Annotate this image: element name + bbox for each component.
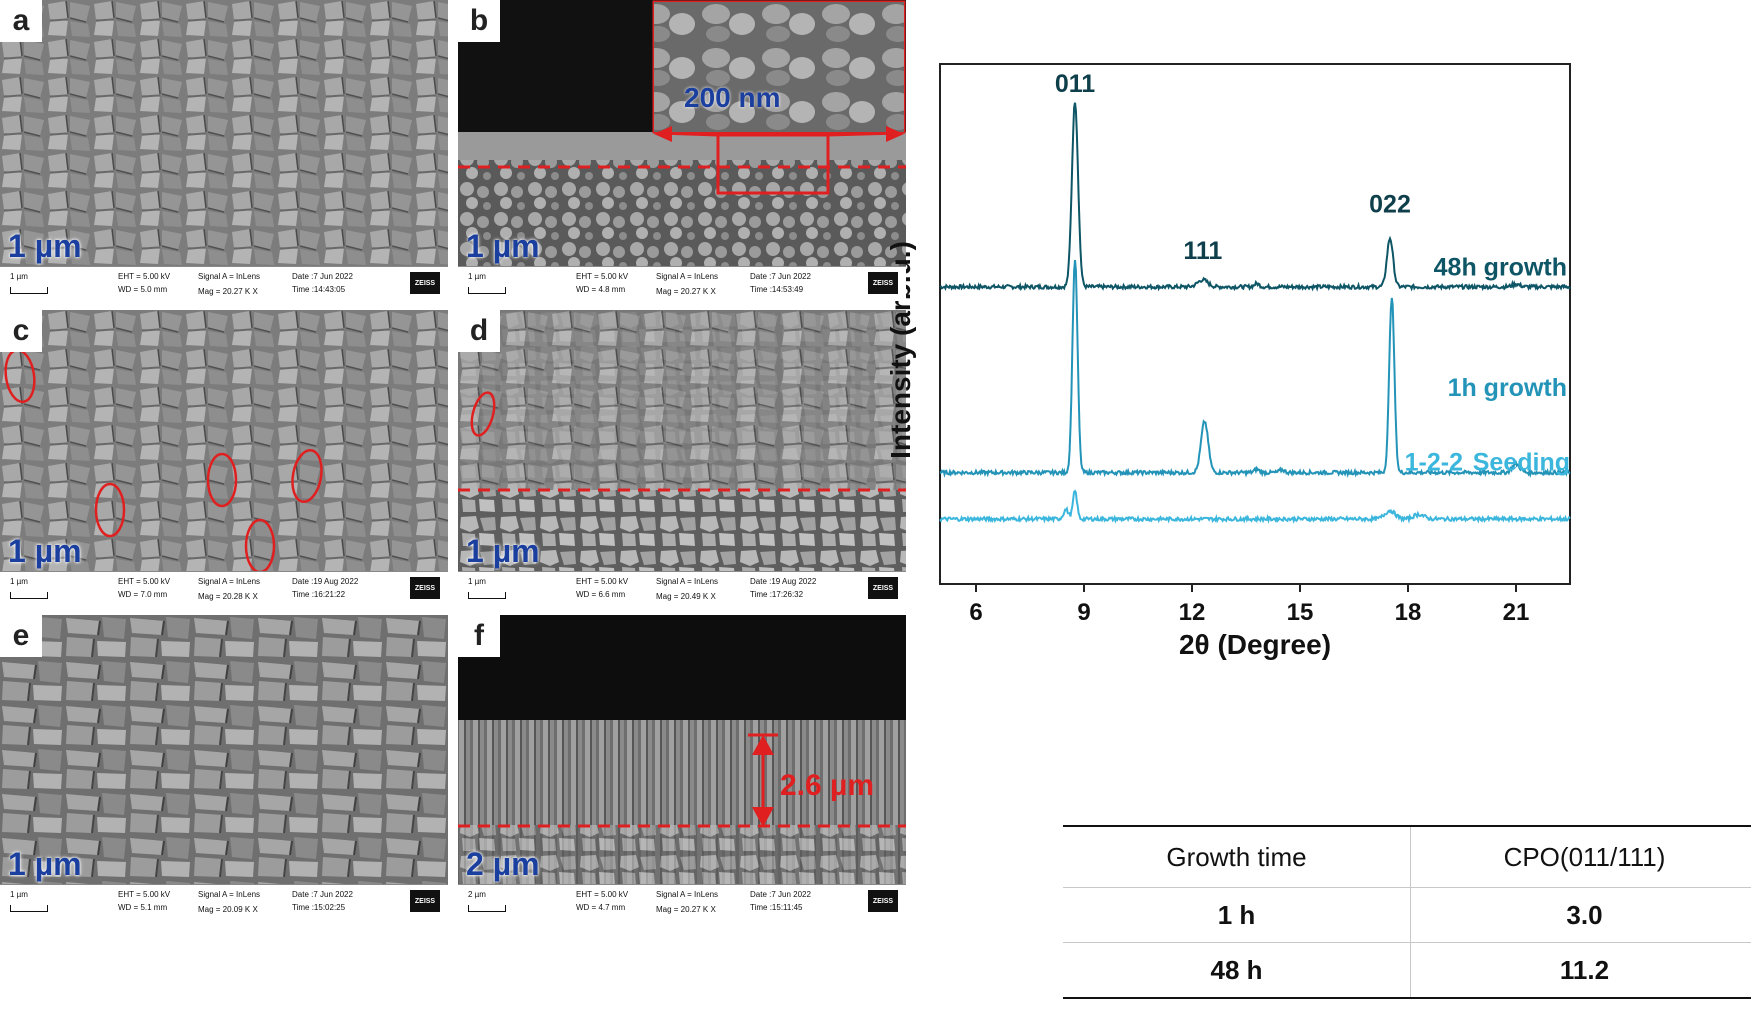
table-cell: 48 h	[1063, 942, 1411, 999]
sem-infobar-d: 1 µm EHT = 5.00 kV WD = 6.6 mm Signal A …	[458, 571, 906, 606]
scale-label-d: 1 µm	[466, 533, 540, 576]
panel-label-d: d	[458, 310, 500, 352]
sem-image-a	[0, 0, 448, 301]
series-group	[939, 102, 1571, 524]
zeiss-logo: ZEISS	[410, 272, 440, 294]
zeiss-logo: ZEISS	[410, 890, 440, 912]
table-row: 48 h 11.2	[1063, 942, 1751, 999]
table-cell: 3.0	[1410, 887, 1751, 943]
panel-label-f: f	[458, 615, 500, 657]
annotation-overlay-f	[458, 733, 906, 828]
series-line-2	[939, 489, 1571, 524]
x-tick-label: 12	[1179, 599, 1206, 626]
peak-label: 011	[1055, 70, 1095, 98]
panel-label-c: c	[0, 310, 42, 352]
zeiss-logo: ZEISS	[868, 577, 898, 599]
annotation-group: 011 111 022 48h growth 1h growth 1-2-2 Seeding	[1055, 70, 1570, 476]
table-header-row: Growth time CPO(011/111)	[1063, 826, 1751, 888]
legend-entry: 1h growth	[1448, 374, 1567, 402]
sem-image-f	[458, 615, 906, 919]
legend-entry: 1-2-2	[1405, 448, 1463, 476]
thickness-label: 2.6 µm	[780, 769, 874, 802]
sem-panel-c: c 1 µm 1 µm EHT = 5.00 kV WD = 7.0 mm Si…	[0, 310, 448, 606]
x-tick-label: 15	[1287, 599, 1314, 626]
x-axis: 6 9 12 15 18 21	[969, 584, 1529, 626]
sem-image-c	[0, 310, 448, 606]
panel-label-b: b	[458, 0, 500, 42]
zeiss-logo: ZEISS	[868, 272, 898, 294]
zeiss-logo: ZEISS	[868, 890, 898, 912]
scale-label-e: 1 µm	[8, 846, 82, 889]
panel-label-a: a	[0, 0, 42, 42]
sem-infobar-a: 1 µm EHT = 5.00 kV WD = 5.0 mm Signal A …	[0, 266, 448, 301]
table-cell: 11.2	[1410, 942, 1751, 999]
x-tick-label: 6	[969, 599, 982, 626]
series-line-1	[939, 260, 1571, 479]
zeiss-logo: ZEISS	[410, 577, 440, 599]
sem-panel-d: d 1 µm 1 µm EHT = 5.00 kV WD = 6.6 mm Si…	[458, 310, 906, 606]
scale-label-b: 1 µm	[466, 228, 540, 271]
x-tick-label: 9	[1077, 599, 1090, 626]
sem-infobar-c: 1 µm EHT = 5.00 kV WD = 7.0 mm Signal A …	[0, 571, 448, 606]
table-row: 1 h 3.0	[1063, 887, 1751, 943]
sem-image-e	[0, 615, 448, 919]
table-header: CPO(011/111)	[1410, 826, 1751, 888]
sem-panel-f: 2.6 µm f 2 µm 2 µm EHT = 5.00 kV WD = 4.…	[458, 615, 906, 919]
cpo-table: Growth time CPO(011/111) 1 h 3.0 48 h 11…	[1063, 825, 1751, 999]
sem-infobar-e: 1 µm EHT = 5.00 kV WD = 5.1 mm Signal A …	[0, 884, 448, 919]
x-axis-label: 2θ (Degree)	[1179, 629, 1331, 660]
scale-label-c: 1 µm	[8, 533, 82, 576]
sem-panel-b: 200 nm b 1 µm 1 µm EHT = 5.00 kV WD = 4.…	[458, 0, 906, 301]
sem-infobar-b: 1 µm EHT = 5.00 kV WD = 4.8 mm Signal A …	[458, 266, 906, 301]
legend-entry: 48h growth	[1434, 253, 1567, 281]
sem-infobar-f: 2 µm EHT = 5.00 kV WD = 4.7 mm Signal A …	[458, 884, 906, 919]
peak-label: 022	[1369, 191, 1411, 219]
inset-scale-label: 200 nm	[684, 82, 781, 113]
peak-label: 111	[1183, 237, 1222, 265]
annotation-overlay-b	[458, 0, 906, 195]
plot-frame	[939, 63, 1571, 585]
scale-label-f: 2 µm	[466, 846, 540, 889]
x-tick-label: 21	[1503, 599, 1530, 626]
scale-label-a: 1 µm	[8, 228, 82, 271]
x-tick-label: 18	[1395, 599, 1422, 626]
panel-label-e: e	[0, 615, 42, 657]
legend-entry: Seeding	[1473, 448, 1570, 476]
table-header: Growth time	[1063, 826, 1411, 888]
table-cell: 1 h	[1063, 887, 1411, 943]
sem-panel-a: a 1 µm 1 µm EHT = 5.00 kV WD = 5.0 mm Si…	[0, 0, 448, 301]
series-line-0	[939, 102, 1571, 292]
annotation-overlay-d	[458, 391, 906, 492]
sem-panel-e: e 1 µm 1 µm EHT = 5.00 kV WD = 5.1 mm Si…	[0, 615, 448, 919]
sem-image-d	[458, 310, 906, 606]
